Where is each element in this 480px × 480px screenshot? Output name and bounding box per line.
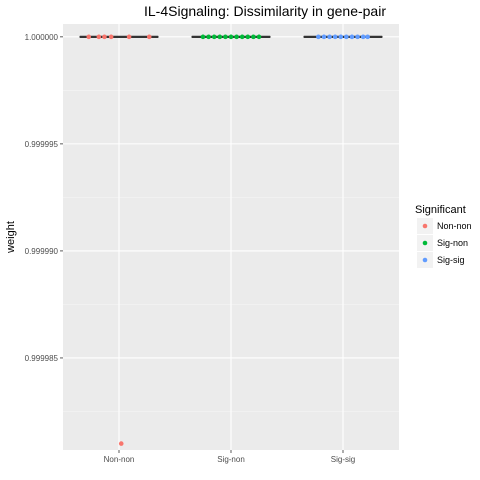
y-axis-title: weight: [5, 221, 17, 254]
y-tick-label: 0.999995: [25, 140, 59, 149]
data-point: [239, 34, 245, 40]
legend-title: Significant: [415, 204, 466, 216]
data-point: [332, 34, 338, 40]
data-point: [102, 34, 107, 40]
data-point: [349, 34, 355, 40]
data-point: [360, 34, 366, 40]
legend-swatch: [422, 257, 428, 263]
data-point: [217, 34, 223, 40]
legend-swatch: [422, 223, 428, 229]
x-tick-label: Sig-non: [217, 455, 245, 464]
data-point: [211, 34, 217, 40]
data-point: [256, 34, 262, 40]
y-tick-label: 1.000000: [25, 33, 59, 42]
data-point: [86, 34, 92, 40]
y-axis: 0.999985 0.999990 0.999995 1.000000: [25, 33, 63, 363]
legend: Significant Non-non Sig-non Sig-sig: [415, 204, 472, 268]
data-point: [355, 34, 360, 40]
data-points: [86, 34, 370, 446]
y-tick-label: 0.999990: [25, 247, 59, 256]
data-point: [245, 34, 251, 40]
y-tick-label: 0.999985: [25, 354, 59, 363]
data-point: [126, 34, 132, 40]
data-point: [118, 441, 124, 446]
data-point: [234, 34, 239, 40]
data-point: [223, 34, 228, 40]
data-point: [338, 34, 344, 40]
x-tick-label: Non-non: [104, 455, 135, 464]
data-point: [200, 34, 206, 40]
legend-entry-label: Sig-non: [437, 238, 468, 248]
x-axis: Non-non Sig-non Sig-sig: [104, 450, 355, 464]
data-point: [228, 34, 234, 40]
data-point: [96, 34, 102, 40]
x-tick-label: Sig-sig: [331, 455, 355, 464]
data-point: [206, 34, 211, 40]
data-point: [327, 34, 332, 40]
chart-title: IL-4Signaling: Dissimilarity in gene-pai…: [144, 3, 386, 19]
data-point: [365, 34, 370, 40]
data-point: [251, 34, 256, 40]
data-point: [344, 34, 349, 40]
legend-entry-label: Sig-sig: [437, 255, 465, 265]
data-point: [146, 34, 152, 40]
data-point: [321, 34, 327, 40]
legend-entry-label: Non-non: [437, 221, 472, 231]
data-point: [108, 34, 114, 40]
data-point: [316, 34, 321, 40]
legend-swatch: [422, 240, 428, 246]
